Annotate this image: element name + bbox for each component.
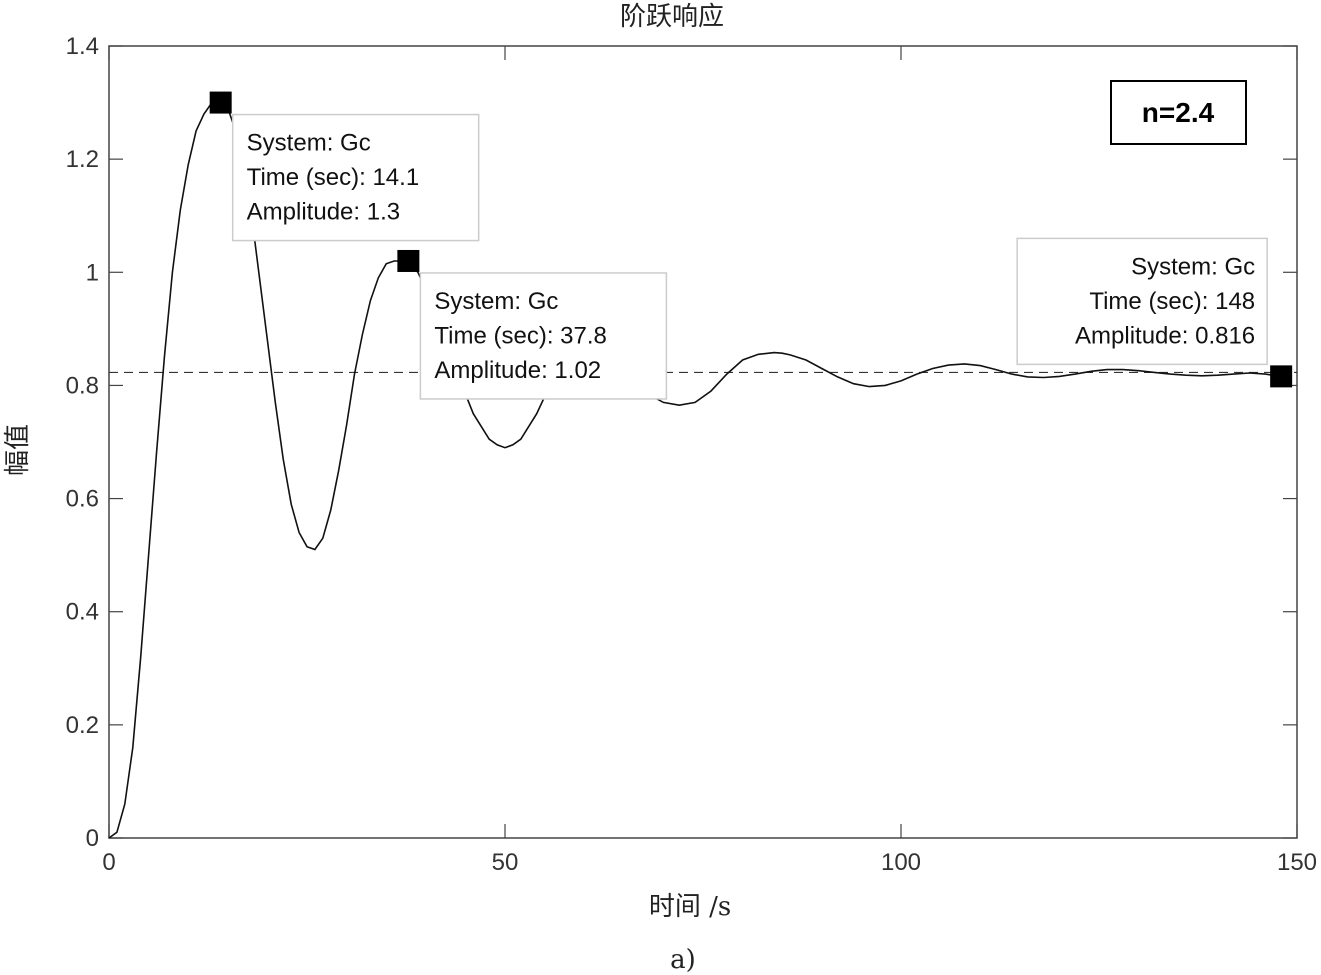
y-tick-label: 0.2 xyxy=(66,712,99,739)
datatip-line: Time (sec): 148 xyxy=(1089,288,1255,315)
y-tick-label: 1.4 xyxy=(66,33,99,60)
x-tick-label: 50 xyxy=(492,849,519,876)
datatip-marker[interactable] xyxy=(1270,365,1293,388)
datatip-box xyxy=(419,272,668,400)
datatip-line: System: Gc xyxy=(434,288,558,315)
y-tick-label: 0.6 xyxy=(66,486,99,513)
datatip-marker[interactable] xyxy=(209,91,232,114)
annotation-badge-label: n=2.4 xyxy=(1142,97,1215,128)
y-axis-label: 幅值 xyxy=(3,424,33,476)
x-tick-label: 100 xyxy=(881,849,921,876)
y-tick-label: 0.4 xyxy=(66,599,99,626)
datatip-box xyxy=(1016,237,1268,366)
x-tick-label: 0 xyxy=(102,849,115,876)
datatip: System: Gc Time (sec): 37.8 Amplitude: 1.0… xyxy=(419,272,668,400)
annotation-badge: n=2.4 xyxy=(1110,80,1247,145)
datatip-line: System: Gc xyxy=(1131,253,1255,280)
datatip-line: Amplitude: 0.816 xyxy=(1075,322,1255,349)
datatip-marker[interactable] xyxy=(397,249,420,272)
datatip-line: Amplitude: 1.02 xyxy=(434,357,601,384)
y-tick-label: 1 xyxy=(86,259,99,286)
x-tick-label: 150 xyxy=(1277,849,1317,876)
datatip-line: Time (sec): 14.1 xyxy=(247,164,420,191)
datatips: System: Gc Time (sec): 14.1 Amplitude: 1.3… xyxy=(209,91,1293,400)
y-axis-ticks: 0 0.2 0.4 0.6 0.8 1 1.2 1.4 xyxy=(66,33,1297,852)
datatip-line: Amplitude: 1.3 xyxy=(247,199,400,226)
y-tick-label: 0 xyxy=(86,825,99,852)
x-axis-label: 时间 /s xyxy=(649,892,731,922)
y-tick-label: 0.8 xyxy=(66,372,99,399)
datatip-line: Time (sec): 37.8 xyxy=(434,322,606,349)
datatip: System: Gc Time (sec): 14.1 Amplitude: 1.3 xyxy=(231,113,480,242)
y-tick-label: 1.2 xyxy=(66,146,99,173)
datatip-line: System: Gc xyxy=(247,130,371,157)
x-axis-ticks: 0 50 100 150 xyxy=(102,46,1317,876)
chart-title: 阶跃响应 xyxy=(620,2,724,32)
figure-caption: a) xyxy=(670,945,696,975)
datatip: System: Gc Time (sec): 148 Amplitude: 0.81… xyxy=(1016,237,1268,366)
datatip-box xyxy=(231,113,480,242)
